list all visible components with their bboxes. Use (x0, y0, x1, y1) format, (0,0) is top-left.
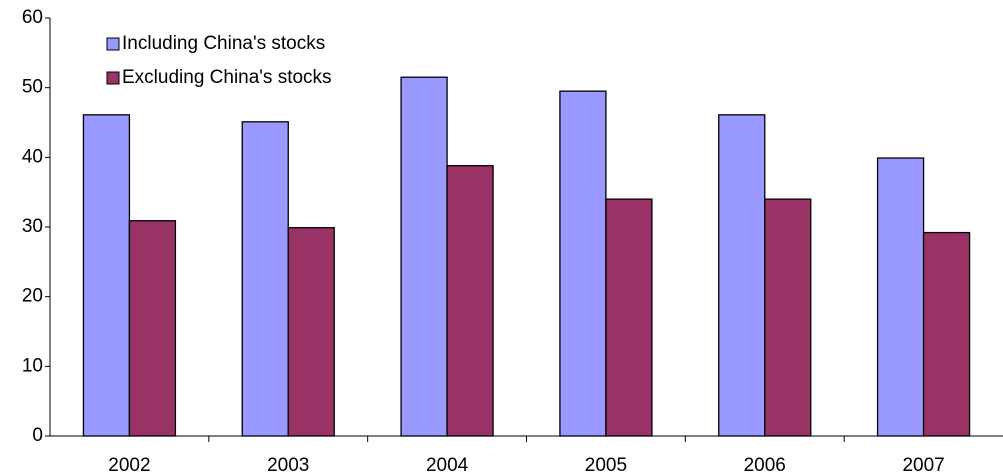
bar (718, 114, 766, 437)
bar (876, 157, 925, 437)
x-tick-label: 2006 (744, 455, 786, 476)
y-tick-label: 40 (22, 146, 43, 167)
bar (241, 121, 289, 437)
y-tick-label: 60 (22, 7, 43, 28)
bar (922, 231, 971, 437)
x-tick-label: 2003 (267, 455, 309, 476)
y-tick-label: 0 (32, 425, 43, 446)
x-tick-label: 2007 (902, 455, 944, 476)
y-tick-label: 20 (22, 286, 43, 307)
x-tick-label: 2004 (426, 455, 469, 476)
bar (605, 198, 653, 437)
y-tick-label: 30 (22, 216, 43, 237)
legend-label: Including China's stocks (122, 33, 325, 54)
x-tick-label: 2005 (585, 455, 627, 476)
y-tick-label: 10 (22, 355, 43, 376)
bar (400, 76, 448, 437)
bar (128, 220, 177, 437)
bar (764, 198, 812, 437)
bar (82, 114, 131, 437)
legend-label: Excluding China's stocks (122, 67, 332, 88)
bar (446, 165, 494, 437)
bar (287, 227, 335, 437)
x-tick-label: 2002 (108, 455, 150, 476)
y-tick-label: 50 (22, 77, 43, 98)
legend-swatch (106, 37, 120, 51)
bar (559, 90, 607, 437)
legend-swatch (106, 71, 120, 85)
